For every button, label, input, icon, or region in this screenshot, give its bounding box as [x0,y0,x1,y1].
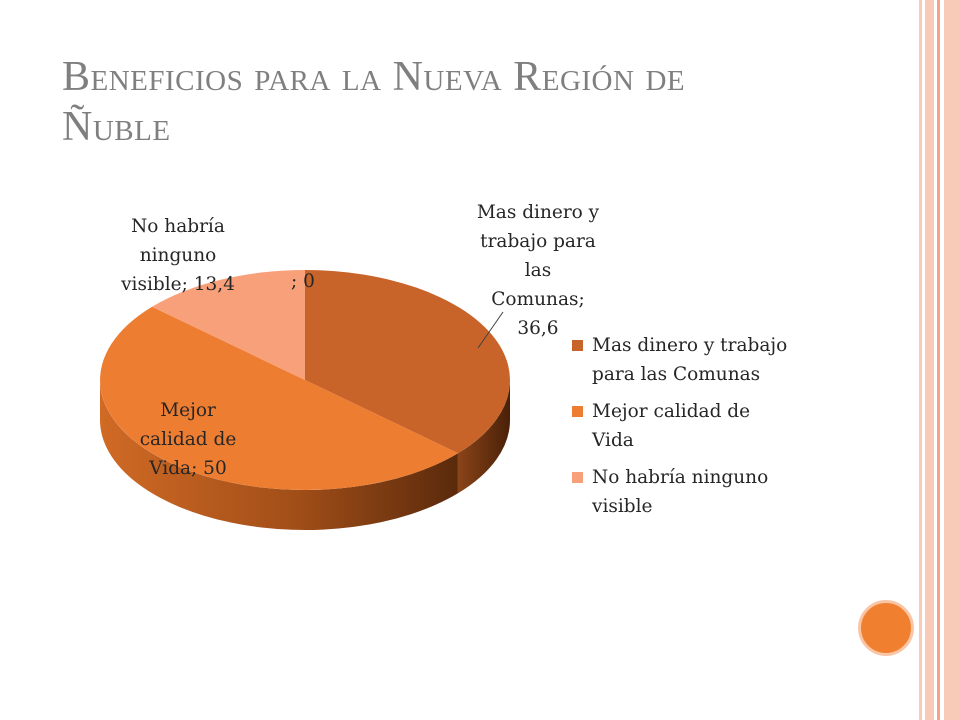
leader-line [477,311,504,349]
legend-swatch [572,406,583,417]
data-label-no-habria-ninguno-visible: No habría ninguno visible; 13,4 [120,216,235,295]
deco-stripe-4 [944,0,960,720]
pie-slice-mejor-calidad-de-vida [100,306,458,490]
pie-slice-mas-dinero-y-trabajo-para-las-comunas [305,270,510,454]
deco-stripe-2 [925,0,934,720]
legend-swatch [572,340,583,351]
deco-stripe-1 [919,0,922,720]
legend-entry-mejor-calidad-de-vida: Mejor calidad de Vida [572,401,750,451]
slide-title-line-2: Ñuble [62,104,171,150]
deco-stripe-3 [937,0,940,720]
slide-title: Beneficios para la Nueva Región de Ñuble [62,52,842,152]
chart-legend: Mas dinero y trabajo para las Comunas Mejo… [572,335,787,517]
legend-label: Mas dinero y trabajo para las Comunas [592,335,787,385]
legend-label: No habría ninguno visible [591,467,768,517]
pie-side-mejor-calidad-de-vida [100,380,458,530]
data-label-mejor-calidad-de-vida: Mejor calidad de Vida; 50 [140,400,237,479]
data-label-mas-dinero-y-trabajo-para-las-comunas: Mas dinero y trabajo para las Comunas; 36,6 [477,202,600,339]
data-label-unlabeled: ; 0 [291,271,315,292]
accent-circle [858,600,914,656]
slide-title-line-1: Beneficios para la Nueva Región de [62,54,686,100]
legend-label: Mejor calidad de Vida [591,401,750,451]
pie-layer [100,270,510,530]
data-labels: Mas dinero y trabajo para las Comunas; 36,6 M… [120,202,600,479]
pie-slice-no-habria-ninguno-visible [152,270,305,380]
pie-side-mas-dinero-y-trabajo-para-las-comunas [457,380,510,494]
legend-swatch [572,472,583,483]
pie-chart: Mas dinero y trabajo para las Comunas; 36,6M… [100,202,787,530]
legend-entry-mas-dinero-y-trabajo-para-las-comunas: Mas dinero y trabajo para las Comunas [572,335,787,385]
legend-entry-no-habria-ninguno-visible: No habría ninguno visible [572,467,768,517]
